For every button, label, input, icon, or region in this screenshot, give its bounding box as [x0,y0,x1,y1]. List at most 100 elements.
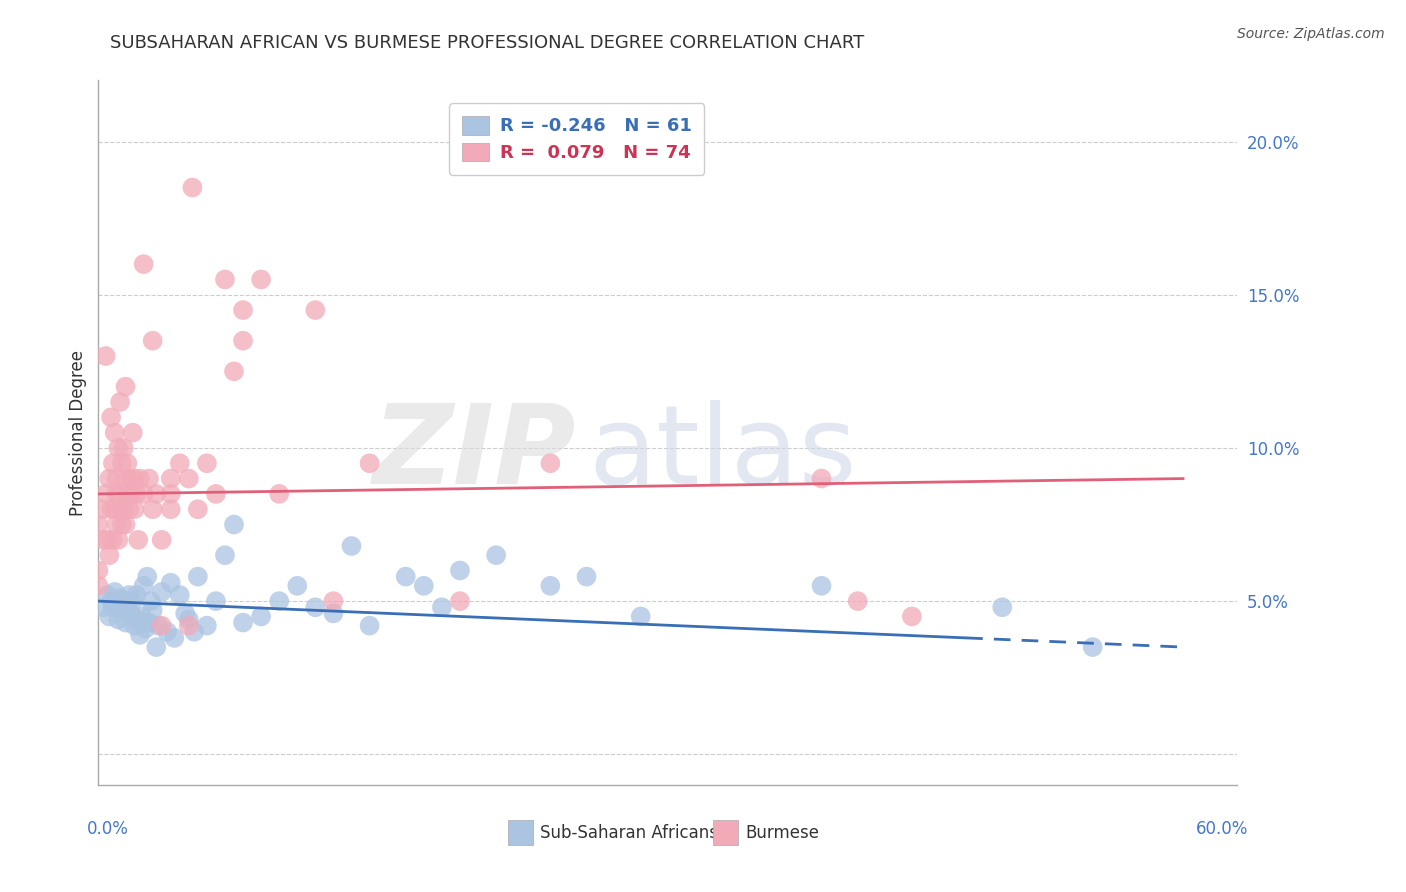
Point [485,548,508,562]
Point [810,472,832,486]
Point [125,588,148,602]
Point [93,600,115,615]
Point [101,533,124,547]
Point [142,502,165,516]
Point [159,575,181,590]
Point [107,502,129,516]
Point [142,603,165,617]
Point [538,456,561,470]
Point [117,456,139,470]
Point [105,487,128,501]
Point [105,472,128,486]
Point [98,609,121,624]
Legend: R = -0.246   N = 61, R =  0.079   N = 74: R = -0.246 N = 61, R = 0.079 N = 74 [449,103,704,175]
Point [120,607,142,621]
Point [112,594,135,608]
Point [159,487,181,501]
Text: 0.0%: 0.0% [87,821,129,838]
Point [214,272,236,286]
Point [105,517,128,532]
Point [222,517,245,532]
Point [96,533,118,547]
Point [98,548,121,562]
Point [104,425,127,440]
Point [1081,640,1104,654]
Point [222,364,245,378]
Point [205,594,228,608]
Point [111,456,134,470]
Point [104,502,127,516]
Point [901,609,924,624]
Point [118,588,141,602]
Point [100,594,122,608]
Point [359,618,381,632]
Point [810,579,832,593]
Point [94,349,117,363]
Point [322,594,344,608]
Point [145,487,167,501]
Point [177,472,200,486]
Point [322,607,344,621]
Point [87,564,110,578]
Point [846,594,869,608]
Point [232,615,254,630]
Point [163,631,186,645]
Point [169,588,191,602]
Point [100,410,122,425]
Point [232,334,254,348]
Point [114,379,136,393]
Point [101,456,124,470]
Text: atlas: atlas [588,401,856,508]
Point [340,539,363,553]
Point [430,600,453,615]
Point [575,569,598,583]
Point [111,517,134,532]
Text: 60.0%: 60.0% [1197,821,1249,838]
Point [124,502,146,516]
Point [250,609,273,624]
Point [395,569,418,583]
Point [100,502,122,516]
Point [96,588,118,602]
Point [127,533,149,547]
Point [124,472,146,486]
FancyBboxPatch shape [509,821,533,845]
Point [108,395,131,409]
Point [132,579,155,593]
Point [159,472,181,486]
Point [359,456,381,470]
Point [121,594,143,608]
Point [118,502,141,516]
Point [991,600,1014,615]
Point [150,533,173,547]
Point [132,257,155,271]
Point [111,603,134,617]
Point [304,303,326,318]
Point [87,517,110,532]
Point [93,533,115,547]
Point [269,487,291,501]
Point [142,334,165,348]
Point [250,272,273,286]
Point [156,624,179,639]
Point [195,456,218,470]
Point [114,615,136,630]
Point [112,502,135,516]
Point [145,640,167,654]
Point [108,591,131,605]
Point [232,303,254,318]
Point [98,472,121,486]
Point [131,609,153,624]
Point [124,618,146,632]
Point [183,624,205,639]
Point [117,487,139,501]
Point [105,597,128,611]
Point [159,502,181,516]
Point [187,569,209,583]
Point [187,502,209,516]
Point [114,472,136,486]
Y-axis label: Professional Degree: Professional Degree [69,350,87,516]
Point [107,533,129,547]
Point [108,487,131,501]
Point [138,472,160,486]
